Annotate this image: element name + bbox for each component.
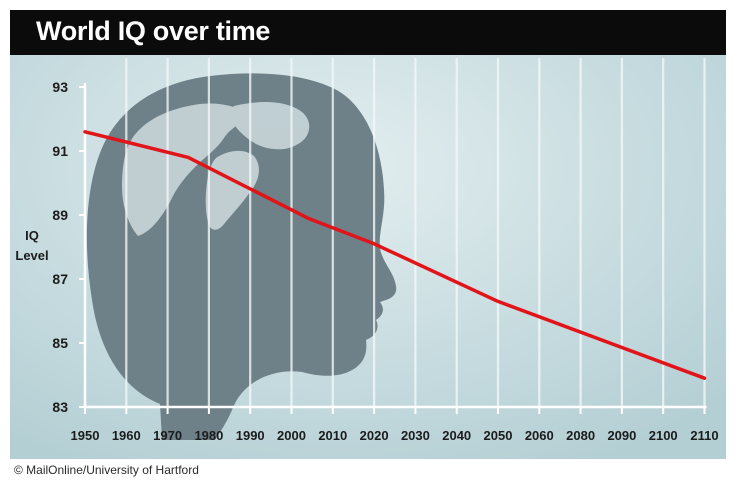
axes [83, 83, 707, 409]
x-tick-label: 2030 [401, 428, 430, 443]
y-tick-label: 91 [52, 143, 68, 159]
title-bar: World IQ over time [10, 10, 726, 55]
y-tick-label: 83 [52, 399, 68, 415]
y-tick-label: 93 [52, 79, 68, 95]
x-tick-labels: 1950 1960 1970 1980 1990 2000 2010 2020 2030 2040… [71, 407, 719, 443]
credit-text: © MailOnline/University of Hartford [14, 463, 199, 477]
series-group [83, 130, 707, 380]
y-tick-label: 87 [52, 271, 68, 287]
x-tick-label: 2080 [566, 428, 595, 443]
y-axis-label-line-2: Level [15, 248, 48, 263]
x-tick-label: 2060 [525, 428, 554, 443]
x-tick-label: 1990 [236, 428, 265, 443]
series-line [83, 130, 707, 380]
x-tick-label: 2110 [690, 428, 718, 443]
y-tick-label: 85 [52, 335, 68, 351]
x-tick-label: 2100 [649, 428, 678, 443]
x-tick-label: 2000 [277, 428, 306, 443]
x-tick-label: 2010 [318, 428, 347, 443]
x-tick-label: 1980 [194, 428, 223, 443]
x-tick-label: 2020 [360, 428, 389, 443]
x-tick-label: 1950 [71, 428, 100, 443]
y-axis-label-line-1: IQ [25, 228, 39, 243]
y-tick-labels: 93 91 89 87 85 83 [52, 79, 85, 415]
chart-frame: 93 91 89 87 85 83 1950 1960 1970 1980 1990 2000 201… [10, 10, 726, 459]
y-tick-label: 89 [52, 207, 68, 223]
x-tick-label: 2090 [607, 428, 636, 443]
x-tick-label: 2040 [442, 428, 471, 443]
x-tick-label: 1970 [153, 428, 182, 443]
x-tick-label: 1960 [112, 428, 141, 443]
x-tick-label: 2050 [484, 428, 513, 443]
chart-plot: 93 91 89 87 85 83 1950 1960 1970 1980 1990 2000 201… [10, 10, 726, 459]
chart-title: World IQ over time [36, 16, 271, 46]
